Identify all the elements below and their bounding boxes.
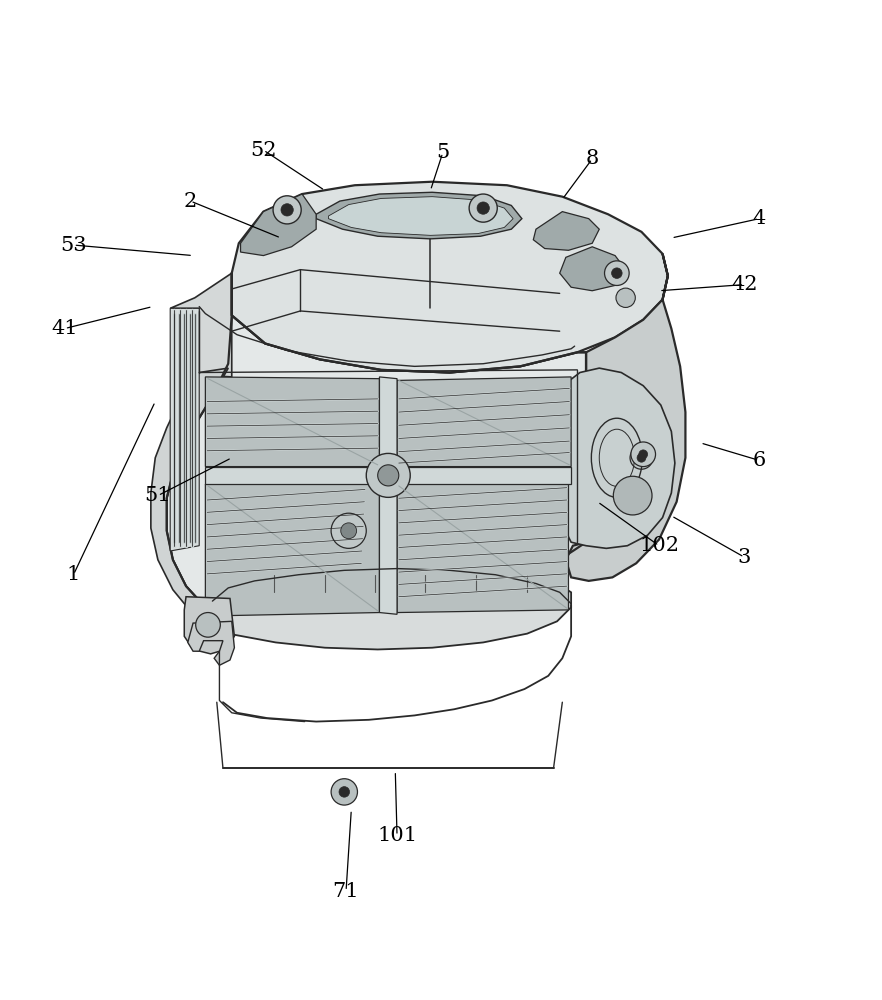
Circle shape	[631, 442, 655, 467]
Polygon shape	[151, 368, 230, 630]
Circle shape	[611, 268, 622, 278]
Circle shape	[273, 196, 302, 224]
Text: 101: 101	[377, 826, 417, 845]
Circle shape	[196, 613, 220, 637]
Text: 6: 6	[752, 451, 766, 470]
Polygon shape	[206, 377, 379, 467]
Polygon shape	[170, 273, 232, 377]
Text: 51: 51	[145, 486, 171, 505]
Polygon shape	[206, 467, 572, 484]
Circle shape	[331, 779, 357, 805]
Text: 41: 41	[51, 319, 78, 338]
Circle shape	[639, 450, 647, 459]
Polygon shape	[534, 212, 599, 250]
Polygon shape	[397, 377, 572, 467]
Circle shape	[604, 261, 629, 285]
Polygon shape	[167, 273, 586, 641]
Text: 53: 53	[60, 236, 86, 255]
Text: 2: 2	[183, 192, 197, 211]
Polygon shape	[379, 377, 397, 614]
Text: 1: 1	[67, 565, 80, 584]
Polygon shape	[560, 247, 625, 291]
Circle shape	[469, 194, 497, 222]
Circle shape	[477, 202, 490, 214]
Polygon shape	[328, 197, 513, 235]
Circle shape	[616, 288, 635, 307]
Polygon shape	[241, 194, 316, 256]
Text: 8: 8	[586, 149, 599, 168]
Text: 42: 42	[731, 275, 758, 294]
Polygon shape	[188, 621, 235, 665]
Text: 71: 71	[333, 882, 359, 901]
Polygon shape	[206, 484, 379, 616]
Circle shape	[281, 204, 294, 216]
Circle shape	[331, 513, 366, 548]
Text: 3: 3	[737, 548, 751, 567]
Circle shape	[377, 465, 399, 486]
Text: 4: 4	[752, 209, 766, 228]
Polygon shape	[211, 581, 572, 649]
Circle shape	[613, 476, 652, 515]
Polygon shape	[228, 182, 668, 373]
Polygon shape	[397, 484, 569, 613]
Text: 52: 52	[250, 141, 277, 160]
Text: 102: 102	[639, 536, 679, 555]
Circle shape	[340, 523, 356, 539]
Circle shape	[637, 453, 646, 462]
Polygon shape	[563, 368, 675, 548]
Polygon shape	[566, 254, 685, 581]
Polygon shape	[170, 308, 199, 551]
Circle shape	[366, 453, 410, 497]
Text: 5: 5	[436, 143, 450, 162]
Polygon shape	[316, 192, 522, 239]
Polygon shape	[184, 597, 235, 654]
Circle shape	[630, 446, 653, 469]
Circle shape	[339, 787, 349, 797]
